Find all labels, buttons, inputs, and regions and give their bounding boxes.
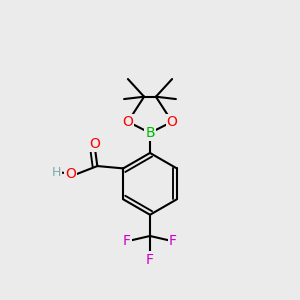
Text: F: F	[169, 234, 177, 248]
Text: O: O	[167, 115, 178, 129]
Text: O: O	[65, 167, 76, 181]
Text: F: F	[146, 253, 154, 266]
Text: F: F	[123, 234, 131, 248]
Text: H: H	[51, 166, 61, 179]
Text: O: O	[122, 115, 134, 129]
Text: O: O	[89, 137, 100, 151]
Text: B: B	[145, 126, 155, 140]
